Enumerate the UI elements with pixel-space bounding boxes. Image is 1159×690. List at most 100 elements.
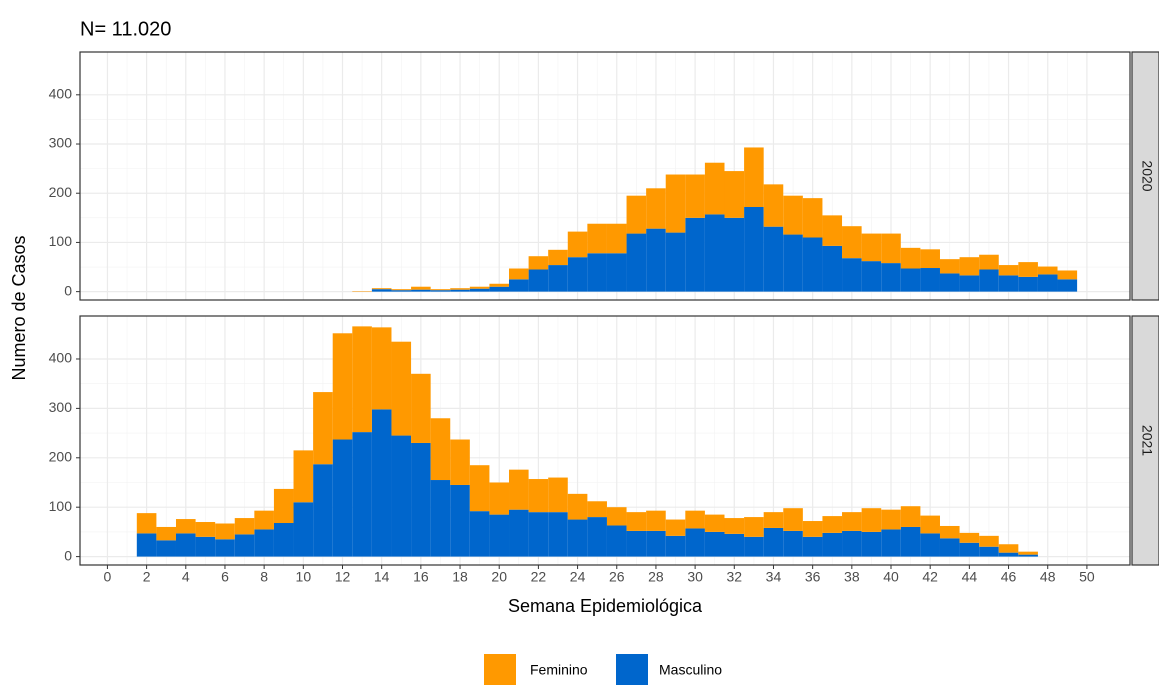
bar-segment — [627, 234, 647, 292]
bar-segment — [156, 540, 176, 556]
bar-segment — [685, 175, 705, 218]
bar-segment — [666, 536, 686, 557]
bar-segment — [352, 432, 372, 557]
bar-segment — [881, 529, 901, 556]
bar-segment — [999, 544, 1019, 552]
bar-segment — [509, 269, 529, 280]
bar-segment — [568, 494, 588, 520]
bar-segment — [411, 287, 431, 290]
bar-segment — [646, 511, 666, 531]
bar-segment — [1058, 279, 1078, 291]
y-tick-label: 400 — [49, 86, 73, 102]
bar-segment — [196, 537, 216, 557]
x-tick-label: 0 — [104, 569, 112, 585]
bar-segment — [842, 512, 862, 531]
bar-segment — [529, 269, 549, 291]
y-tick-label: 200 — [49, 448, 73, 464]
bar-segment — [254, 511, 274, 530]
bar-segment — [627, 531, 647, 557]
bar-segment — [724, 534, 744, 557]
bar-segment — [431, 418, 451, 480]
x-tick-label: 48 — [1040, 569, 1056, 585]
bar-segment — [313, 392, 333, 464]
bar-segment — [744, 207, 764, 292]
bar-segment — [411, 443, 431, 557]
bar-segment — [489, 515, 509, 557]
bar-segment — [489, 482, 509, 514]
bar-segment — [548, 250, 568, 265]
bar-segment — [822, 246, 842, 292]
bar-segment — [372, 288, 392, 289]
bar-segment — [842, 258, 862, 291]
bar-segment — [215, 539, 235, 556]
bar-segment — [920, 249, 940, 268]
bar-segment — [822, 516, 842, 533]
bar-segment — [509, 470, 529, 510]
x-tick-label: 18 — [452, 569, 468, 585]
y-tick-label: 300 — [49, 399, 73, 415]
bar-segment — [607, 224, 627, 254]
x-tick-label: 10 — [296, 569, 312, 585]
bar-segment — [274, 489, 294, 523]
bar-segment — [685, 511, 705, 529]
bar-segment — [822, 215, 842, 246]
bar-segment — [842, 226, 862, 258]
facet-label: 2020 — [1139, 160, 1155, 191]
x-tick-label: 16 — [413, 569, 429, 585]
bar-segment — [548, 265, 568, 292]
bar-segment — [450, 485, 470, 557]
bar-segment — [901, 269, 921, 292]
bar-segment — [137, 533, 157, 556]
bar-segment — [587, 253, 607, 291]
bar-segment — [411, 374, 431, 443]
bar-segment — [215, 524, 235, 540]
x-tick-label: 40 — [883, 569, 899, 585]
bar-segment — [156, 527, 176, 540]
bar-segment — [470, 511, 490, 556]
x-tick-label: 50 — [1079, 569, 1095, 585]
bar-segment — [705, 515, 725, 532]
bar-segment — [372, 409, 392, 556]
y-tick-label: 400 — [49, 350, 73, 366]
x-tick-label: 36 — [805, 569, 821, 585]
bar-segment — [1038, 274, 1058, 291]
bar-segment — [529, 479, 549, 512]
y-tick-label: 300 — [49, 135, 73, 151]
bar-segment — [803, 198, 823, 237]
bar-segment — [920, 533, 940, 556]
bar-segment — [862, 532, 882, 557]
bar-segment — [431, 480, 451, 557]
bar-segment — [176, 533, 196, 556]
bar-segment — [489, 287, 509, 292]
bar-segment — [333, 440, 353, 557]
bar-segment — [803, 238, 823, 292]
bar-segment — [744, 517, 764, 537]
bar-segment — [391, 436, 411, 557]
bar-segment — [783, 531, 803, 557]
bar-segment — [724, 218, 744, 292]
bar-segment — [724, 518, 744, 534]
y-tick-label: 0 — [64, 282, 72, 298]
bar-segment — [940, 538, 960, 556]
bar-segment — [783, 235, 803, 292]
bar-segment — [646, 531, 666, 557]
x-tick-label: 46 — [1001, 569, 1017, 585]
x-tick-label: 14 — [374, 569, 390, 585]
y-axis-label: Numero de Casos — [9, 235, 29, 380]
bar-segment — [548, 512, 568, 556]
bar-segment — [235, 534, 255, 556]
bar-segment — [666, 175, 686, 233]
bar-segment — [196, 522, 216, 537]
bar-segment — [627, 196, 647, 234]
bar-segment — [391, 289, 411, 290]
bar-segment — [1018, 555, 1038, 557]
bar-segment — [646, 188, 666, 228]
bar-segment — [920, 516, 940, 534]
y-tick-label: 200 — [49, 184, 73, 200]
y-tick-label: 100 — [49, 498, 73, 514]
bar-segment — [666, 520, 686, 536]
bar-segment — [313, 464, 333, 556]
bar-segment — [940, 259, 960, 273]
bar-segment — [999, 265, 1019, 275]
bar-segment — [705, 163, 725, 215]
